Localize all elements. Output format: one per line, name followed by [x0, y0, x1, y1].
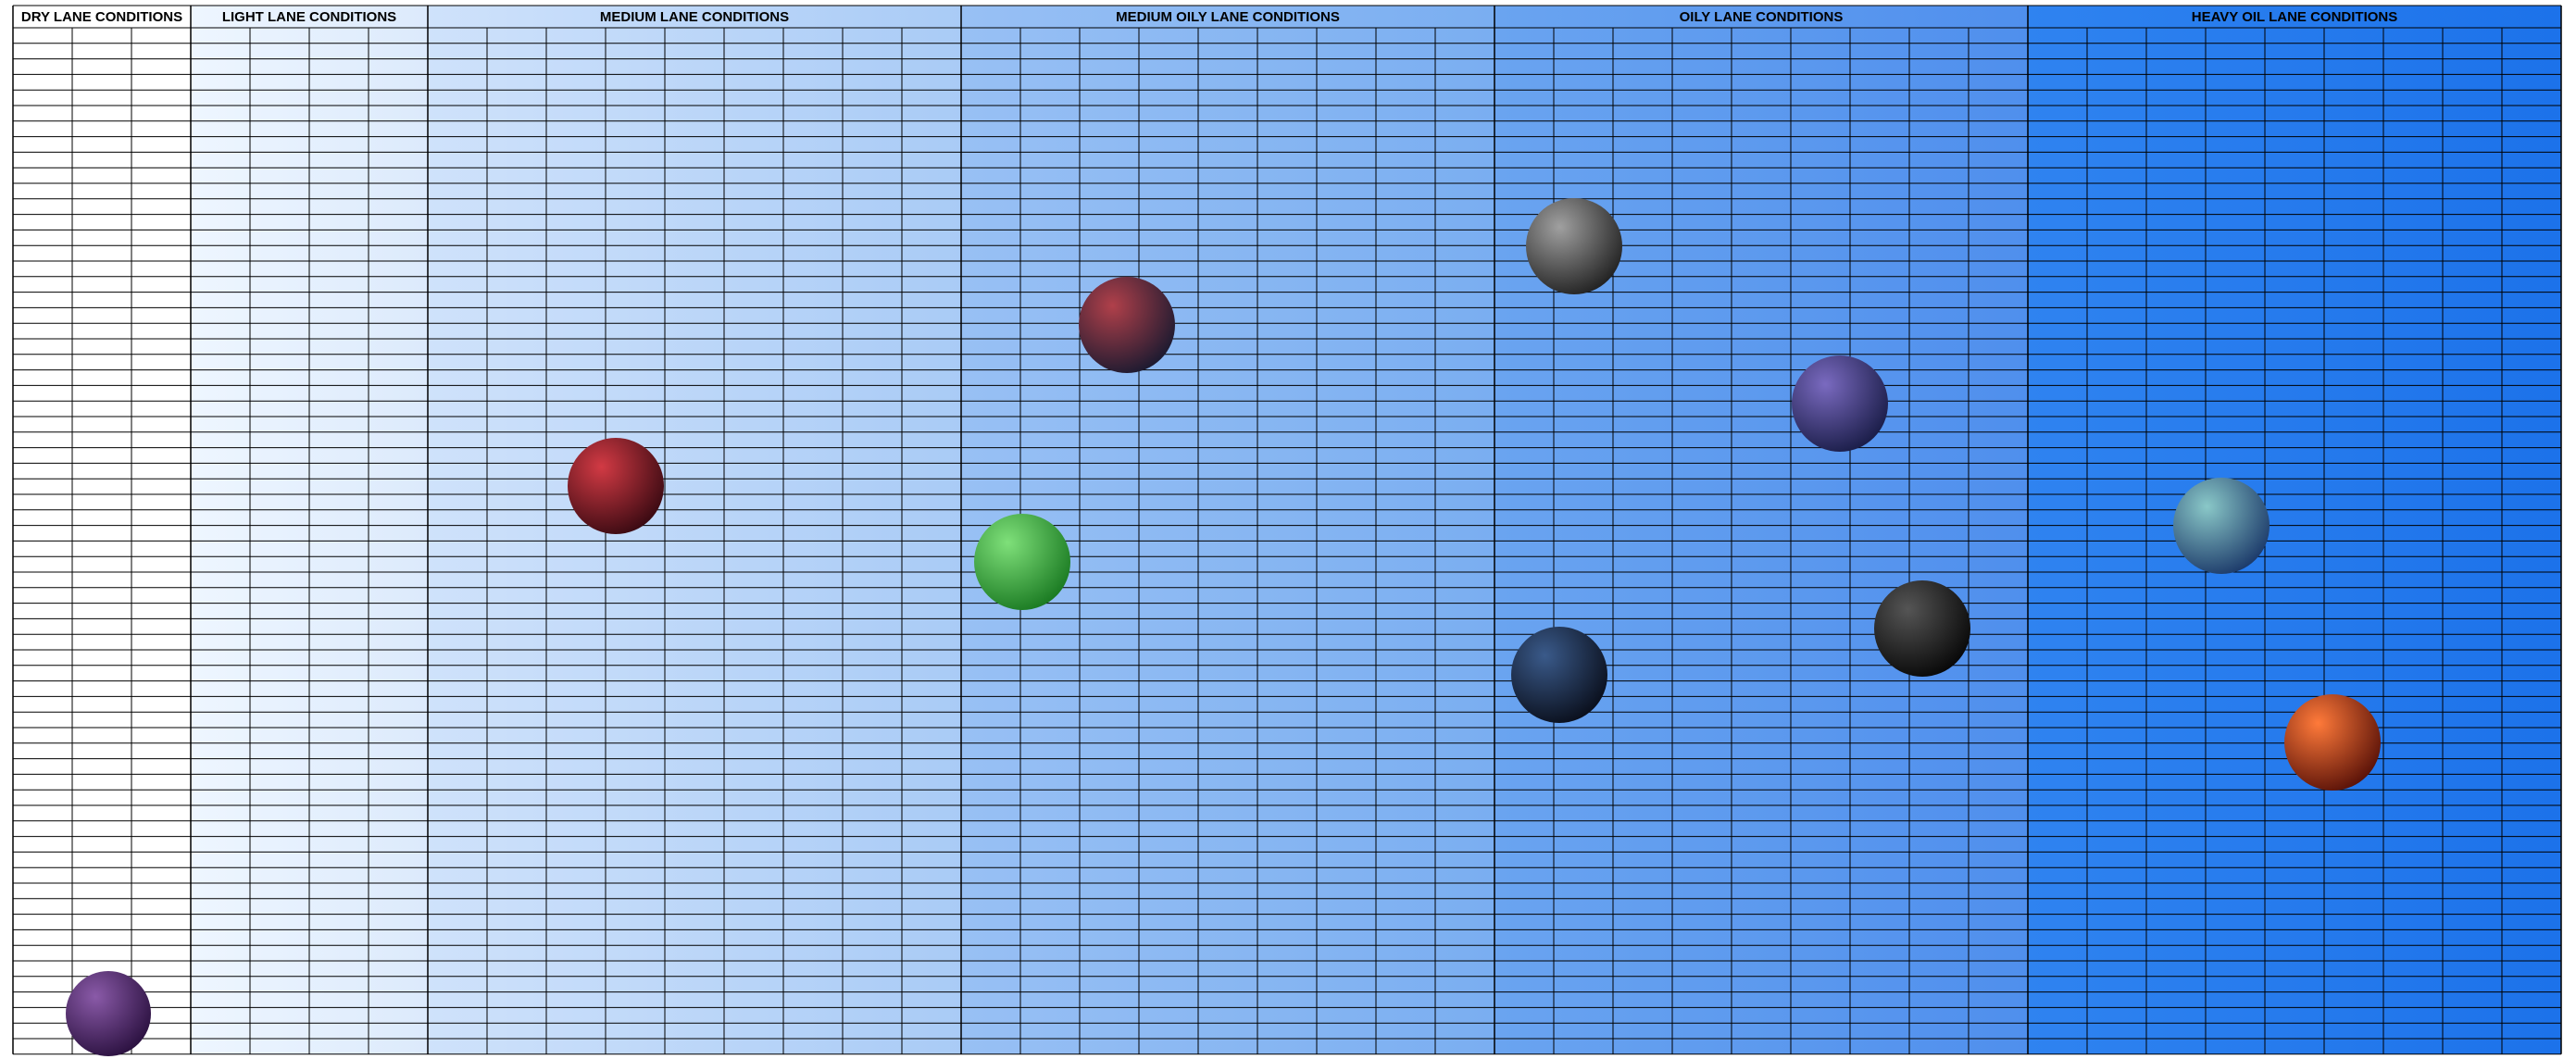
ball [974, 514, 1070, 610]
section-header: OILY LANE CONDITIONS [1680, 9, 1844, 25]
section-bg [428, 6, 961, 1054]
section-header: DRY LANE CONDITIONS [21, 9, 182, 25]
section-bg [13, 6, 191, 1054]
ball [1511, 627, 1607, 723]
section-bg [1494, 6, 2028, 1054]
ball [1526, 198, 1622, 294]
bowling-balls [66, 198, 2381, 1056]
backgrounds [13, 6, 2561, 1054]
headers: DRY LANE CONDITIONS LIGHT LANE CONDITIONS… [21, 9, 2397, 25]
section-header: LIGHT LANE CONDITIONS [222, 9, 396, 25]
ball [66, 971, 151, 1056]
section-header: MEDIUM OILY LANE CONDITIONS [1116, 9, 1340, 25]
grid [12, 5, 2562, 1055]
ball [568, 438, 664, 534]
ball [1079, 277, 1175, 373]
ball [1874, 580, 1970, 677]
section-header: HEAVY OIL LANE CONDITIONS [2192, 9, 2398, 25]
section-header: MEDIUM LANE CONDITIONS [600, 9, 789, 25]
section-bg [2028, 6, 2561, 1054]
ball [1792, 355, 1888, 452]
ball [2284, 694, 2381, 791]
ball [2173, 478, 2270, 574]
